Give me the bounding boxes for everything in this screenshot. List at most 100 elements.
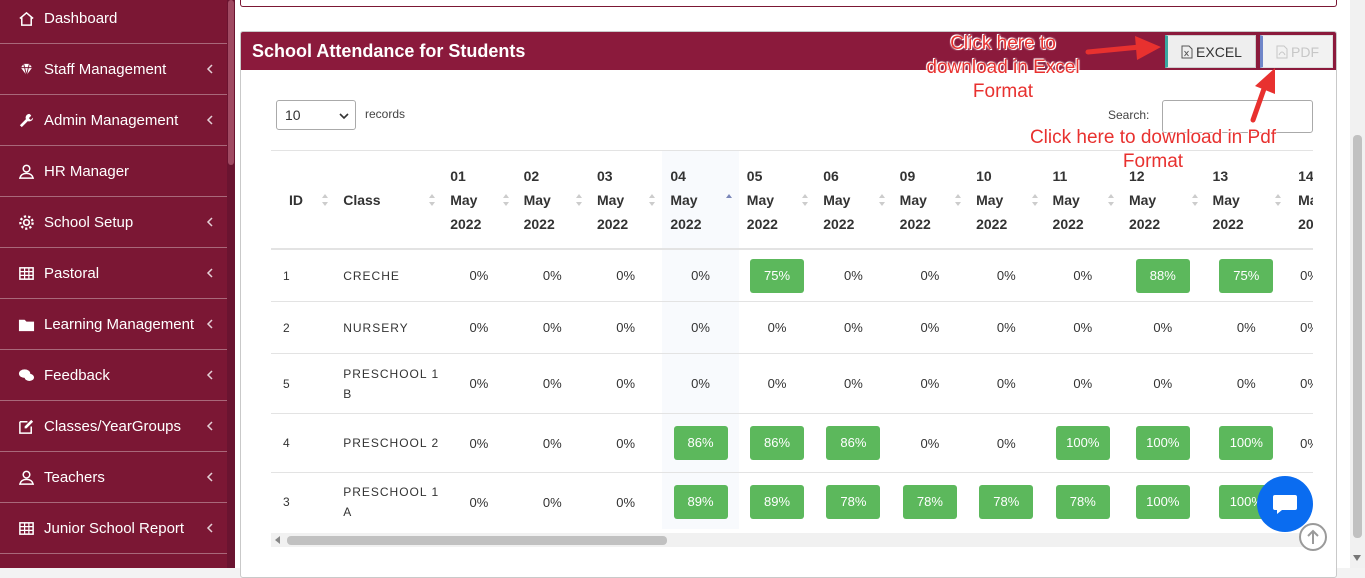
column-header-year: 2022 xyxy=(1298,215,1313,232)
attendance-cell: 86% xyxy=(662,413,739,473)
column-header-date[interactable]: 03 May 2022 xyxy=(588,151,663,250)
column-header-month: May xyxy=(670,191,698,208)
column-header-class[interactable]: Class xyxy=(335,151,443,250)
sidebar-item-pastoral[interactable]: Pastoral xyxy=(0,248,227,299)
sidebar-item-classes-yeargroups[interactable]: Classes/YearGroups xyxy=(0,401,227,452)
column-header-date[interactable]: 10 May 2022 xyxy=(968,151,1045,250)
column-header-year: 2022 xyxy=(596,215,629,232)
excel-button[interactable]: EXCEL xyxy=(1165,35,1256,68)
attendance-cell: 100% xyxy=(1120,472,1205,529)
attendance-cell: 0% xyxy=(815,353,892,414)
chat-button[interactable] xyxy=(1257,476,1313,532)
sidebar-scrollbar-thumb[interactable] xyxy=(228,0,234,165)
sidebar-item-label: Classes/YearGroups xyxy=(44,417,182,435)
sidebar-item-feedback[interactable]: Feedback xyxy=(0,350,227,401)
attendance-cell: 0% xyxy=(1204,301,1289,354)
search-input[interactable] xyxy=(1162,100,1313,133)
pdf-button[interactable]: PDF xyxy=(1260,35,1333,68)
column-header-month: May xyxy=(1212,191,1240,208)
attendance-cell: 0% xyxy=(1120,353,1205,414)
scroll-top-button[interactable] xyxy=(1299,523,1327,551)
column-header-date[interactable]: 11 May 2022 xyxy=(1044,151,1121,250)
page-vertical-scrollbar[interactable] xyxy=(1350,0,1365,568)
column-header-date[interactable]: 02 May 2022 xyxy=(515,151,589,250)
column-header-year: 2022 xyxy=(523,215,555,232)
attendance-cell: 0% xyxy=(515,472,589,529)
column-header-date[interactable]: 09 May 2022 xyxy=(891,151,969,250)
sort-icon xyxy=(1191,193,1198,206)
column-header-date[interactable]: 04 May 2022 xyxy=(662,151,739,250)
excel-button-label: EXCEL xyxy=(1196,43,1242,60)
attendance-cell: 78% xyxy=(1044,472,1121,529)
chat-bubble-icon xyxy=(1273,495,1297,514)
attendance-cell: 0% xyxy=(891,301,969,354)
user-icon xyxy=(17,468,35,486)
top-card xyxy=(240,0,1337,7)
scroll-left-icon[interactable] xyxy=(275,536,281,544)
attendance-cell: 0% xyxy=(442,249,516,302)
sidebar-item-admin-management[interactable]: Admin Management xyxy=(0,95,227,146)
table-icon xyxy=(17,519,35,537)
column-header-date[interactable]: 12 May 2022 xyxy=(1120,151,1205,250)
table-horizontal-scrollbar[interactable] xyxy=(271,533,1313,547)
attendance-cell: 0% xyxy=(1044,353,1121,414)
attendance-cell: 0% xyxy=(1288,301,1313,354)
table-row: 3 PRESCHOOL 1 A 0% 0% 0% 89% 89% 78% 78% 78% 78% 10… xyxy=(271,472,1313,529)
pdf-annotation-arrow xyxy=(1250,68,1275,123)
attendance-badge: 78% xyxy=(979,485,1034,519)
row-id: 3 xyxy=(271,472,336,529)
attendance-cell: 0% xyxy=(442,413,516,473)
scroll-down-icon[interactable] xyxy=(1353,555,1361,561)
column-header-date[interactable]: 14 May 2022 xyxy=(1288,151,1313,250)
page-scrollbar-thumb[interactable] xyxy=(1353,135,1362,538)
sort-icon xyxy=(1275,193,1282,206)
records-length-select[interactable]: 10 xyxy=(276,100,356,130)
attendance-cell: 0% xyxy=(891,249,969,302)
attendance-cell: 78% xyxy=(891,472,969,529)
sidebar-item-junior-school-report[interactable]: Junior School Report xyxy=(0,503,227,554)
file-excel-icon xyxy=(1181,45,1193,58)
column-header-date[interactable]: 05 May 2022 xyxy=(738,151,816,250)
column-header-date[interactable]: 13 May 2022 xyxy=(1204,151,1289,250)
column-header-id[interactable]: ID xyxy=(271,151,336,250)
row-class: PRESCHOOL 1 B xyxy=(335,353,443,414)
chevron-left-icon xyxy=(206,64,213,74)
attendance-badge: 78% xyxy=(902,485,957,519)
attendance-cell: 0% xyxy=(738,301,816,354)
sidebar-item-staff-management[interactable]: Staff Management xyxy=(0,44,227,95)
row-id: 2 xyxy=(271,301,336,354)
column-header-month: May xyxy=(523,191,551,208)
attendance-badge: 89% xyxy=(750,485,804,519)
sidebar-item-label: Pastoral xyxy=(44,264,100,282)
table-scrollbar-thumb[interactable] xyxy=(287,536,667,545)
column-header-date[interactable]: 06 May 2022 xyxy=(815,151,892,250)
column-header-date[interactable]: 01 May 2022 xyxy=(442,151,516,250)
sidebar-item-label: Dashboard xyxy=(44,9,118,27)
sidebar-item-teachers[interactable]: Teachers xyxy=(0,452,227,503)
attendance-badge: 88% xyxy=(1135,258,1190,293)
attendance-cell: 0% xyxy=(662,249,739,302)
attendance-badge: 100% xyxy=(1219,426,1274,460)
column-header-day: 04 xyxy=(670,167,686,184)
sidebar-scrollbar[interactable] xyxy=(227,0,235,568)
attendance-cell: 0% xyxy=(515,249,589,302)
sidebar-item-school-setup[interactable]: School Setup xyxy=(0,197,227,248)
column-header-year: 2022 xyxy=(746,215,778,232)
attendance-cell: 0% xyxy=(442,472,516,529)
column-header-month: May xyxy=(899,191,927,208)
sidebar-item-hr-manager[interactable]: HR Manager xyxy=(0,146,227,197)
attendance-cell: 86% xyxy=(815,413,892,473)
attendance-cell: 0% xyxy=(968,249,1045,302)
attendance-cell: 0% xyxy=(515,353,589,414)
sort-icon xyxy=(1031,193,1038,206)
column-header-day: 11 xyxy=(1052,167,1068,184)
sidebar-item-label: Feedback xyxy=(44,366,110,384)
wrench-icon xyxy=(17,111,35,129)
excel-annotation: Click here to download in Excel Format xyxy=(926,33,1080,102)
attendance-badge: 75% xyxy=(1219,258,1274,293)
sidebar-item-dashboard[interactable]: Dashboard xyxy=(0,0,227,44)
sidebar-item-learning-management[interactable]: Learning Management xyxy=(0,299,227,350)
column-header-day: 10 xyxy=(976,167,992,184)
